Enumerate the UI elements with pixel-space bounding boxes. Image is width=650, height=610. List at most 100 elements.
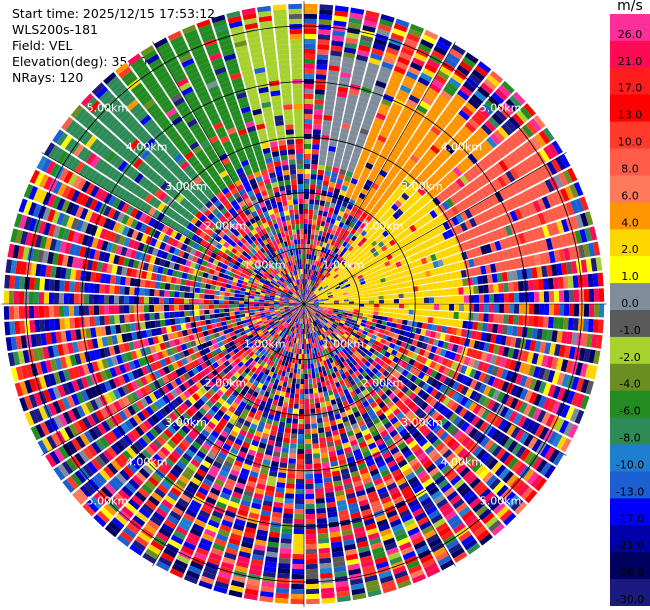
gate-cell xyxy=(316,312,321,316)
gate-cell xyxy=(478,143,490,155)
gate-cell xyxy=(397,441,407,451)
gate-cell xyxy=(323,297,329,300)
gate-cell xyxy=(396,139,407,148)
gate-cell xyxy=(131,402,141,413)
gate-cell xyxy=(331,171,338,179)
gate-cell xyxy=(322,349,327,356)
gate-cell xyxy=(58,445,69,460)
gate-cell xyxy=(480,82,494,95)
gate-cell xyxy=(482,397,492,408)
gate-cell xyxy=(189,405,198,414)
gate-cell xyxy=(412,430,422,440)
gate-cell xyxy=(580,212,589,227)
gate-cell xyxy=(259,333,266,339)
gate-cell xyxy=(305,318,308,324)
gate-cell xyxy=(327,75,339,82)
gate-cell xyxy=(416,104,428,115)
gate-cell xyxy=(413,377,422,386)
gate-cell xyxy=(323,326,328,332)
gate-cell xyxy=(580,379,590,394)
gate-cell xyxy=(311,159,319,165)
gate-cell xyxy=(296,307,301,311)
gate-cell xyxy=(420,183,430,193)
gate-cell xyxy=(324,426,331,433)
gate-cell xyxy=(270,331,276,336)
gate-cell xyxy=(64,426,75,440)
gate-cell xyxy=(212,393,221,401)
gate-cell xyxy=(209,396,217,405)
gate-cell xyxy=(328,65,340,72)
gate-cell xyxy=(513,292,520,303)
gate-cell xyxy=(333,307,339,310)
gate-cell xyxy=(474,110,487,123)
gate-cell xyxy=(114,513,128,526)
gate-cell xyxy=(205,473,216,483)
gate-cell xyxy=(311,275,315,281)
gate-cell xyxy=(435,442,446,452)
gate-cell xyxy=(298,353,302,359)
gate-cell xyxy=(505,395,515,407)
gate-cell xyxy=(470,94,484,106)
gate-cell xyxy=(430,490,443,501)
gate-cell xyxy=(378,226,386,234)
gate-cell xyxy=(226,505,238,514)
gate-cell xyxy=(452,279,459,288)
gate-cell xyxy=(390,491,402,500)
gate-cell xyxy=(330,399,337,406)
gate-cell xyxy=(426,277,433,284)
gate-cell xyxy=(309,291,313,296)
gate-cell xyxy=(320,281,326,287)
gate-cell xyxy=(307,290,310,295)
gate-cell xyxy=(312,144,320,150)
gate-cell xyxy=(366,260,373,266)
gate-cell xyxy=(339,514,350,522)
gate-cell xyxy=(328,145,337,152)
gate-cell xyxy=(418,492,430,503)
gate-cell xyxy=(204,425,213,434)
gate-cell xyxy=(449,170,459,181)
gate-cell xyxy=(503,304,510,314)
gate-cell xyxy=(381,61,394,70)
gate-cell xyxy=(330,263,336,269)
gate-cell xyxy=(400,341,407,348)
gate-cell xyxy=(381,267,388,273)
gate-cell xyxy=(464,399,473,410)
gate-cell xyxy=(389,223,397,231)
gate-cell xyxy=(318,267,322,273)
gate-cell xyxy=(329,368,335,374)
gate-cell xyxy=(536,328,543,340)
gate-cell xyxy=(363,307,369,311)
gate-cell xyxy=(496,379,505,391)
gate-cell xyxy=(305,438,312,445)
gate-cell xyxy=(253,342,260,348)
gate-cell xyxy=(316,318,321,324)
gate-cell xyxy=(262,328,268,334)
gate-cell xyxy=(435,551,450,562)
gate-cell xyxy=(442,318,449,326)
gate-cell xyxy=(507,347,515,359)
gate-cell xyxy=(306,254,309,260)
gate-cell xyxy=(304,103,313,110)
gate-cell xyxy=(312,244,317,251)
gate-cell xyxy=(305,528,316,535)
gate-cell xyxy=(346,286,352,290)
gate-cell xyxy=(370,126,381,135)
gate-cell xyxy=(546,356,554,369)
gate-cell xyxy=(376,75,389,84)
gate-cell xyxy=(348,356,355,362)
gate-cell xyxy=(511,247,519,258)
gate-cell xyxy=(111,476,124,488)
gate-cell xyxy=(263,356,269,363)
gate-cell xyxy=(307,307,312,312)
gate-cell xyxy=(339,350,345,357)
gate-cell xyxy=(496,391,506,403)
gate-cell xyxy=(241,358,248,365)
gate-cell xyxy=(124,419,134,431)
gate-cell xyxy=(322,416,329,423)
gate-cell xyxy=(197,542,211,552)
gate-cell xyxy=(340,285,346,290)
gate-cell xyxy=(325,95,336,102)
gate-cell xyxy=(216,389,224,397)
gate-cell xyxy=(310,403,315,409)
gate-cell xyxy=(304,118,313,125)
